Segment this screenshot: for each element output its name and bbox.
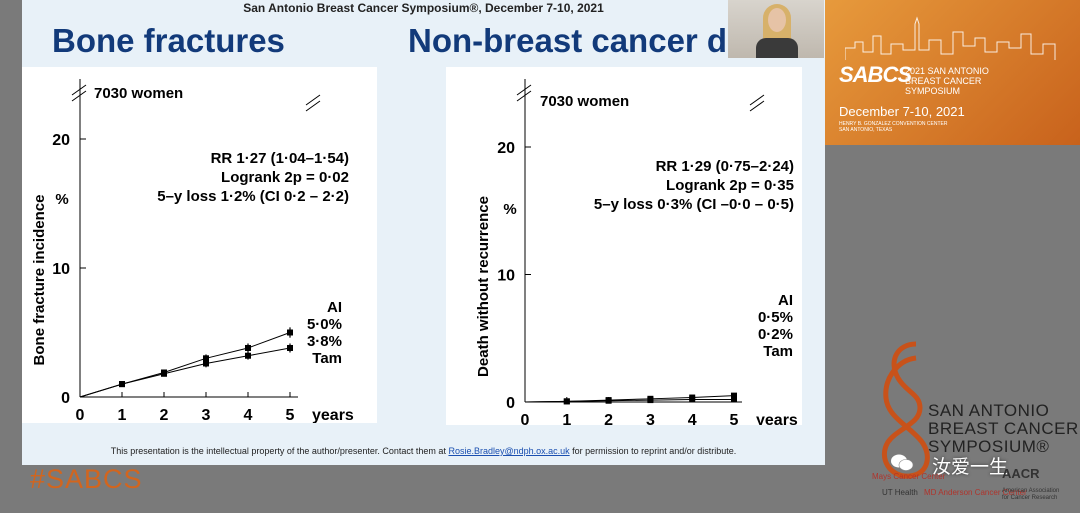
bone-fractures-chart: 0 1 2 3 4 5 years 0 10 20% Bone fracture incidence… [31,79,354,423]
sponsor-ut-health: UT Health [882,488,918,497]
y-tick-label: 0 [61,390,70,407]
x-tick-label: 2 [604,412,613,425]
wechat-icon [891,454,914,471]
data-point-tam [245,352,251,359]
y-axis-label: Death without recurrence [475,196,492,377]
banner-dates: December 7-10, 2021 [839,104,965,119]
x-tick-label: 3 [202,407,211,423]
logo-line-2: BREAST CANCER [928,419,1079,438]
end-label: AI [778,292,793,309]
data-point-ai [731,392,737,399]
data-point-ai [203,355,209,362]
end-label: 0·2% [758,326,793,343]
footer-suffix: for permission to reprint and/or distrib… [569,446,737,456]
sponsor-mays: Mays Cancer Center [872,472,946,481]
y-tick-label: 20 [52,132,70,149]
sabcs-banner: SABCS 2021 SAN ANTONIO BREAST CANCER SYM… [825,0,1080,145]
data-point-tam [647,397,654,404]
title-bone-fractures: Bone fractures [52,22,285,59]
data-point-ai [245,344,251,351]
x-tick-label: 3 [646,412,655,425]
y-unit-label: % [503,201,516,218]
chart-panel-non-breast-death: 0 1 2 3 4 5 years 0 10 20% Death without recurrenc… [446,67,802,425]
x-axis-label: years [312,407,354,423]
logo-line-3: SYMPOSIUM® [928,437,1050,456]
wechat-watermark: 汝爱一生 [888,450,1048,478]
axis-break-left [71,84,87,102]
stats-line: 5–y loss 1·2% (CI 0·2 – 2·2) [157,188,349,205]
slide-header: San Antonio Breast Cancer Symposium®, De… [243,1,604,15]
stats-line: RR 1·29 (0·75–2·24) [656,158,794,175]
stats-line: Logrank 2p = 0·35 [666,177,794,194]
sponsor-md-anderson: MD Anderson Cancer Center [924,488,1027,497]
sabcs-logo-text: SAN ANTONIO BREAST CANCER SYMPOSIUM® [928,402,1079,456]
title-non-breast-cancer-death: Non-breast cancer death [408,22,768,59]
data-point-tam [161,370,167,377]
end-label: Tam [763,343,793,360]
y-unit-label: % [55,191,68,208]
panel-label: 7030 women [540,93,629,110]
sabcs-hashtag: #SABCS [30,464,143,494]
slide-footer: This presentation is the intellectual pr… [22,446,825,460]
end-label: 5·0% [307,316,342,333]
sabcs-ribbon-logo-icon [881,341,930,479]
x-tick-label: 5 [730,412,739,425]
presenter-shirt [756,38,798,58]
y-tick-label: 20 [497,140,515,157]
data-point-tam [731,396,737,403]
non-breast-death-chart: 0 1 2 3 4 5 years 0 10 20% Death without recurrenc… [475,79,798,425]
data-point-tam [119,381,125,388]
wechat-text: 汝爱一生 [932,457,1009,478]
stats-line: 5–y loss 0·3% (CI –0·0 – 0·5) [594,196,794,213]
y-tick-label: 10 [497,268,515,285]
axis-break-right [305,94,321,112]
axis-break-left [516,84,532,102]
x-tick-label: 5 [286,407,295,423]
end-label: 3·8% [307,333,342,350]
footer-email-link[interactable]: Rosie.Bradley@ndph.ox.ac.uk [448,446,570,456]
x-tick-label: 4 [688,412,697,425]
banner-venue: HENRY B. GONZALEZ CONVENTION CENTER SAN … [839,121,948,133]
series-line-tam [524,398,734,403]
chart-panel-bone-fractures: 0 1 2 3 4 5 years 0 10 20% Bone fracture incidence… [22,67,377,423]
y-tick-label: 0 [506,395,515,412]
banner-subtitle: 2021 SAN ANTONIO BREAST CANCER SYMPOSIUM [905,66,989,96]
x-tick-label: 1 [118,407,127,423]
end-label: AI [327,299,342,316]
panel-label: 7030 women [94,85,183,102]
stats-line: Logrank 2p = 0·02 [221,169,349,186]
presenter-webcam [728,0,824,58]
end-label: 0·5% [758,309,793,326]
sponsor-aacr: AACR [1002,466,1040,481]
data-point-ai [287,329,293,336]
y-tick-label: 10 [52,261,70,278]
data-point-tam [563,398,570,405]
x-tick-label: 4 [244,407,253,423]
footer-prefix: This presentation is the intellectual pr… [110,446,449,456]
logo-line-1: SAN ANTONIO [928,401,1050,420]
data-point-tam [689,396,696,403]
skyline-icon [845,16,1056,60]
sponsor-aacr-full: American Association for Cancer Research [1002,488,1060,501]
axis-break-right [749,94,765,112]
series-line-tam [79,347,291,398]
presentation-slide: San Antonio Breast Cancer Symposium®, De… [22,0,825,465]
data-point-tam [287,344,293,351]
data-point-tam [605,397,612,404]
x-tick-label: 0 [521,412,530,425]
x-tick-label: 1 [562,412,571,425]
x-tick-label: 0 [76,407,85,423]
presenter-face [768,8,786,32]
sponsor-logos: Mays Cancer Center UT Health MD Anderson… [862,462,1072,513]
x-axis-label: years [756,412,798,425]
data-point-tam [203,360,209,367]
x-tick-label: 2 [160,407,169,423]
stats-line: RR 1·27 (1·04–1·54) [211,150,349,167]
end-label: Tam [312,350,342,367]
y-axis-label: Bone fracture incidence [31,195,48,366]
banner-brand: SABCS [839,62,912,87]
